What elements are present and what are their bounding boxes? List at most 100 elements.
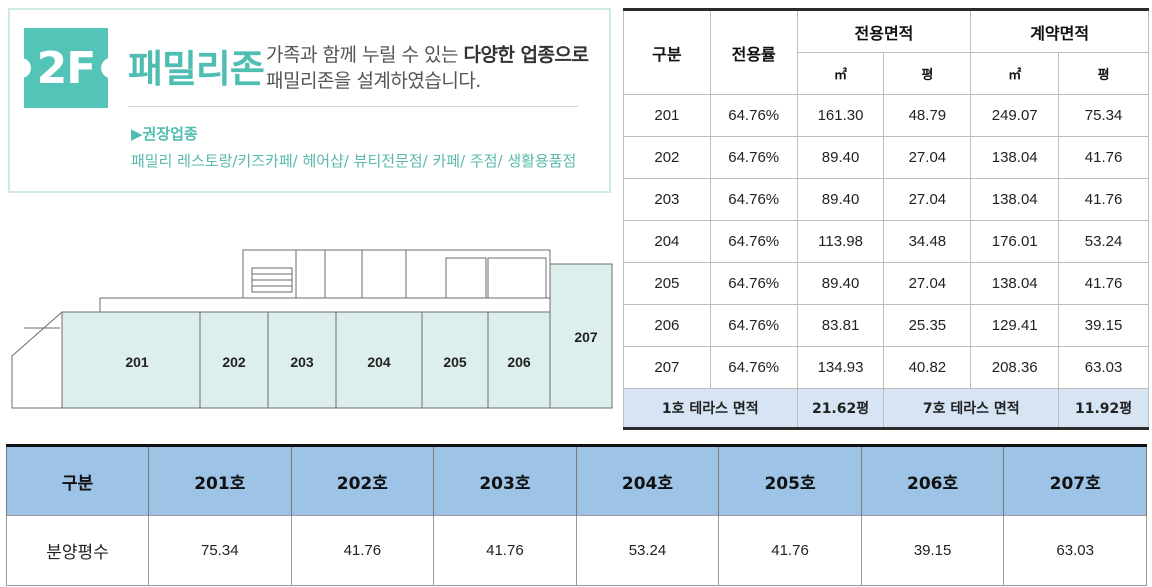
unit-pyeong: 평 (883, 52, 972, 95)
cell-ex-py: 34.48 (883, 220, 972, 263)
col-ratio: 전용률 (709, 9, 798, 95)
desc-line1-text: 가족과 함께 누릴 수 있는 (266, 44, 464, 66)
sale-value-cell: 41.76 (290, 515, 435, 586)
sale-col-unit: 204호 (575, 445, 720, 516)
sale-col-unit: 203호 (433, 445, 577, 516)
sale-value-cell: 63.03 (1003, 515, 1147, 586)
unit-207-area (549, 263, 613, 409)
unit-pyeong: 평 (1058, 52, 1149, 95)
unit-label-201: 201 (125, 354, 149, 370)
cell-ex-py: 48.79 (883, 94, 972, 137)
recommended-title: ▶권장업종 (131, 125, 198, 143)
cell-unit: 205 (623, 262, 711, 305)
sale-value-cell: 53.24 (575, 515, 720, 586)
cell-ct-py: 75.34 (1058, 94, 1149, 137)
cell-ct-py: 41.76 (1058, 262, 1149, 305)
unit-label-207: 207 (574, 329, 598, 345)
recommended-items: 패밀리 레스토랑/키즈카페/ 헤어샵/ 뷰티전문점/ 카페/ 주점/ 생활용품점 (131, 152, 577, 170)
table-row: 203 64.76% 89.40 27.04 138.04 41.76 (623, 178, 1149, 221)
cell-ex-m2: 83.81 (796, 304, 885, 347)
terrace1-label: 1호 테라스 면적 (623, 388, 798, 429)
col-division: 구분 (623, 9, 711, 95)
cell-unit: 201 (623, 94, 711, 137)
cell-ratio: 64.76% (709, 220, 798, 263)
table-row: 207 64.76% 134.93 40.82 208.36 63.03 (623, 346, 1149, 389)
cell-ct-py: 41.76 (1058, 178, 1149, 221)
floor-badge: 2F (21, 28, 111, 108)
shop-strip (61, 311, 551, 409)
sale-value-cell: 39.15 (860, 515, 1005, 586)
zone-title: 패밀리존 (128, 47, 265, 91)
cell-ex-m2: 161.30 (796, 94, 885, 137)
cell-ex-py: 27.04 (883, 262, 972, 305)
cell-ct-m2: 138.04 (970, 262, 1060, 305)
sale-value-cell: 41.76 (718, 515, 862, 586)
sale-col-unit: 205호 (718, 445, 862, 516)
unit-label-204: 204 (367, 354, 391, 370)
table-row: 202 64.76% 89.40 27.04 138.04 41.76 (623, 136, 1149, 179)
cell-unit: 207 (623, 346, 711, 389)
cell-ex-m2: 89.40 (796, 262, 885, 305)
cell-ct-m2: 138.04 (970, 136, 1060, 179)
cell-ex-m2: 89.40 (796, 136, 885, 179)
floor-plan: 201 202 203 204 205 206 207 (11, 249, 613, 409)
cell-ct-m2: 129.41 (970, 304, 1060, 347)
cell-ex-m2: 113.98 (796, 220, 885, 263)
cell-ex-py: 27.04 (883, 136, 972, 179)
cell-ex-m2: 134.93 (796, 346, 885, 389)
cell-unit: 203 (623, 178, 711, 221)
cell-ratio: 64.76% (709, 346, 798, 389)
sale-row-label: 분양평수 (6, 515, 149, 586)
cell-ratio: 64.76% (709, 136, 798, 179)
unit-label-206: 206 (507, 354, 531, 370)
cell-unit: 206 (623, 304, 711, 347)
area-table: 구분 전용률 전용면적 계약면적 ㎡ 평 ㎡ 평 201 64.76% 161.30… (623, 8, 1149, 430)
table-row: 206 64.76% 83.81 25.35 129.41 39.15 (623, 304, 1149, 347)
cell-unit: 202 (623, 136, 711, 179)
unit-m2: ㎡ (970, 52, 1060, 95)
cell-ratio: 64.76% (709, 304, 798, 347)
desc-line1-bold: 다양한 업종으로 (463, 44, 589, 66)
cell-unit: 204 (623, 220, 711, 263)
zone-description: 가족과 함께 누릴 수 있는 다양한 업종으로 패밀리존을 설계하였습니다. (266, 42, 589, 94)
sale-col-unit: 206호 (860, 445, 1005, 516)
sale-table: 구분 201호 202호 203호 204호 205호 206호 207호 분양평수 75.… (6, 444, 1147, 586)
zone-info-panel: 2F 패밀리존 가족과 함께 누릴 수 있는 다양한 업종으로 패밀리존을 설계… (8, 8, 611, 193)
terrace1-value: 21.62평 (796, 388, 885, 429)
unit-m2: ㎡ (796, 52, 885, 95)
desc-line2-text: 패밀리존을 설계하였습니다. (266, 70, 481, 92)
sale-col-division: 구분 (6, 445, 149, 516)
corridor (99, 297, 551, 313)
cell-ct-m2: 249.07 (970, 94, 1060, 137)
cell-ratio: 64.76% (709, 94, 798, 137)
cell-ex-py: 25.35 (883, 304, 972, 347)
cell-ratio: 64.76% (709, 178, 798, 221)
unit-label-202: 202 (222, 354, 246, 370)
cell-ct-py: 63.03 (1058, 346, 1149, 389)
table-row: 204 64.76% 113.98 34.48 176.01 53.24 (623, 220, 1149, 263)
cell-ct-m2: 208.36 (970, 346, 1060, 389)
table-row: 201 64.76% 161.30 48.79 249.07 75.34 (623, 94, 1149, 137)
cell-ratio: 64.76% (709, 262, 798, 305)
cell-ct-m2: 176.01 (970, 220, 1060, 263)
divider (128, 106, 578, 107)
cell-ex-m2: 89.40 (796, 178, 885, 221)
unit-label-205: 205 (443, 354, 467, 370)
cell-ct-m2: 138.04 (970, 178, 1060, 221)
sale-value-cell: 41.76 (433, 515, 577, 586)
cell-ct-py: 39.15 (1058, 304, 1149, 347)
terrace7-label: 7호 테라스 면적 (883, 388, 1060, 429)
col-exclusive-area: 전용면적 (796, 9, 972, 53)
sale-value-cell: 75.34 (148, 515, 292, 586)
sale-col-unit: 201호 (148, 445, 292, 516)
col-contract-area: 계약면적 (970, 9, 1149, 53)
terrace7-value: 11.92평 (1058, 388, 1149, 429)
cell-ct-py: 41.76 (1058, 136, 1149, 179)
sale-col-unit: 202호 (290, 445, 435, 516)
cell-ct-py: 53.24 (1058, 220, 1149, 263)
table-row: 205 64.76% 89.40 27.04 138.04 41.76 (623, 262, 1149, 305)
cell-ex-py: 27.04 (883, 178, 972, 221)
cell-ex-py: 40.82 (883, 346, 972, 389)
sale-col-unit: 207호 (1003, 445, 1147, 516)
unit-label-203: 203 (290, 354, 314, 370)
